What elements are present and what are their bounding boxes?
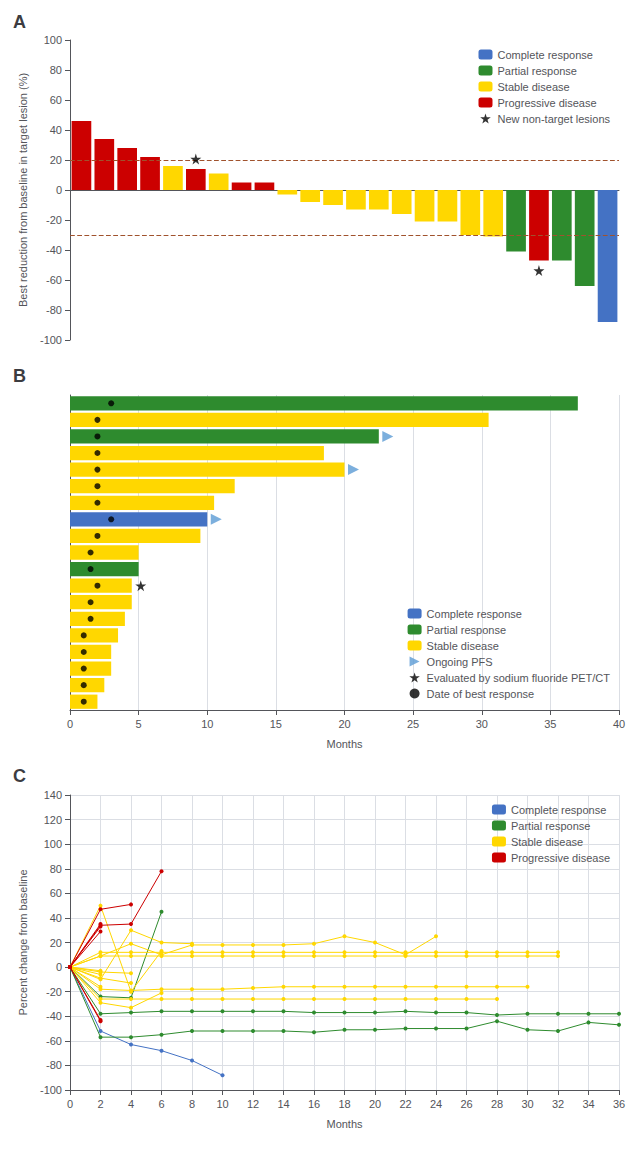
svg-text:120: 120 — [44, 814, 62, 826]
svg-text:-100: -100 — [40, 334, 62, 346]
svg-text:Stable disease: Stable disease — [497, 81, 569, 93]
svg-text:4: 4 — [128, 1098, 134, 1110]
svg-text:-100: -100 — [40, 1084, 62, 1096]
svg-text:20: 20 — [50, 937, 62, 949]
svg-text:40: 40 — [50, 124, 62, 136]
svg-text:10: 10 — [216, 1098, 228, 1110]
svg-text:35: 35 — [544, 718, 556, 730]
svg-text:6: 6 — [158, 1098, 164, 1110]
svg-text:36: 36 — [613, 1098, 625, 1110]
svg-text:New non-target lesions: New non-target lesions — [497, 113, 610, 125]
svg-text:100: 100 — [44, 34, 62, 46]
svg-text:Stable disease: Stable disease — [511, 836, 583, 848]
svg-text:0: 0 — [67, 1098, 73, 1110]
svg-text:5: 5 — [136, 718, 142, 730]
svg-text:-40: -40 — [46, 1010, 62, 1022]
svg-text:Stable disease: Stable disease — [427, 640, 499, 652]
svg-text:-20: -20 — [46, 214, 62, 226]
svg-text:-60: -60 — [46, 1035, 62, 1047]
svg-text:Partial response: Partial response — [511, 820, 590, 832]
svg-text:Evaluated by sodium fluoride P: Evaluated by sodium fluoride PET/CT — [427, 672, 611, 684]
svg-text:12: 12 — [247, 1098, 259, 1110]
svg-text:140: 140 — [44, 789, 62, 801]
svg-text:Percent change from baseline: Percent change from baseline — [17, 869, 29, 1015]
svg-text:Progressive disease: Progressive disease — [497, 97, 596, 109]
svg-text:0: 0 — [56, 961, 62, 973]
svg-text:16: 16 — [308, 1098, 320, 1110]
svg-text:30: 30 — [521, 1098, 533, 1110]
svg-text:40: 40 — [50, 912, 62, 924]
svg-text:Complete response: Complete response — [427, 608, 522, 620]
svg-text:A: A — [13, 12, 26, 32]
svg-text:-40: -40 — [46, 244, 62, 256]
svg-text:Complete response: Complete response — [511, 804, 606, 816]
svg-text:40: 40 — [613, 718, 625, 730]
svg-text:Ongoing PFS: Ongoing PFS — [427, 656, 493, 668]
svg-text:Partial response: Partial response — [497, 65, 576, 77]
svg-text:30: 30 — [476, 718, 488, 730]
svg-text:Months: Months — [326, 1118, 363, 1130]
svg-text:Date of best response: Date of best response — [427, 688, 535, 700]
svg-text:22: 22 — [399, 1098, 411, 1110]
svg-text:20: 20 — [50, 154, 62, 166]
svg-text:80: 80 — [50, 64, 62, 76]
svg-text:26: 26 — [460, 1098, 472, 1110]
svg-text:2: 2 — [97, 1098, 103, 1110]
svg-text:Best reduction from baseline i: Best reduction from baseline in target l… — [17, 73, 29, 307]
svg-text:-80: -80 — [46, 1059, 62, 1071]
svg-text:18: 18 — [338, 1098, 350, 1110]
svg-text:25: 25 — [407, 718, 419, 730]
svg-text:B: B — [13, 366, 26, 386]
svg-text:0: 0 — [56, 184, 62, 196]
svg-text:10: 10 — [201, 718, 213, 730]
svg-text:Progressive disease: Progressive disease — [511, 852, 610, 864]
svg-text:20: 20 — [338, 718, 350, 730]
svg-text:15: 15 — [270, 718, 282, 730]
svg-text:24: 24 — [430, 1098, 442, 1110]
svg-text:20: 20 — [369, 1098, 381, 1110]
svg-text:Partial response: Partial response — [427, 624, 507, 636]
svg-text:-60: -60 — [46, 274, 62, 286]
svg-text:80: 80 — [50, 863, 62, 875]
svg-text:C: C — [13, 766, 26, 786]
svg-text:Complete response: Complete response — [497, 49, 592, 61]
svg-text:100: 100 — [44, 838, 62, 850]
svg-text:60: 60 — [50, 887, 62, 899]
svg-text:60: 60 — [50, 94, 62, 106]
svg-text:28: 28 — [491, 1098, 503, 1110]
svg-text:14: 14 — [277, 1098, 289, 1110]
svg-text:Months: Months — [326, 738, 363, 750]
svg-text:-20: -20 — [46, 986, 62, 998]
svg-text:-80: -80 — [46, 304, 62, 316]
svg-text:34: 34 — [582, 1098, 594, 1110]
svg-text:0: 0 — [67, 718, 73, 730]
svg-text:32: 32 — [552, 1098, 564, 1110]
svg-text:8: 8 — [189, 1098, 195, 1110]
